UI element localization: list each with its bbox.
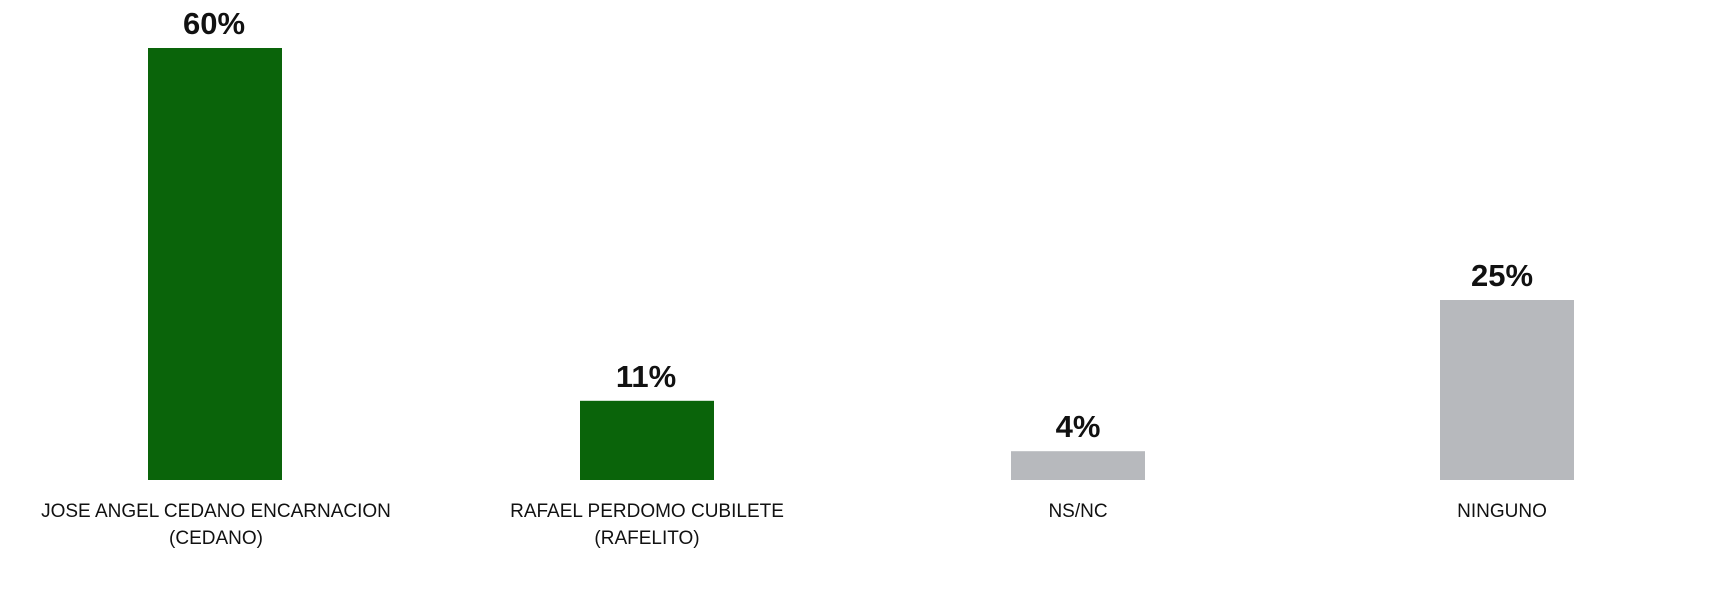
category-label-4-line-1: NINGUNO bbox=[1457, 501, 1547, 522]
category-label-1-line-1: JOSE ANGEL CEDANO ENCARNACION bbox=[41, 501, 391, 522]
value-label-3: 4% bbox=[1056, 409, 1101, 444]
bar-3 bbox=[1011, 451, 1145, 480]
bar-2 bbox=[580, 400, 714, 480]
value-label-4: 25% bbox=[1471, 258, 1533, 293]
value-label-2: 11% bbox=[616, 359, 676, 394]
bar-4 bbox=[1440, 300, 1574, 480]
bar-1 bbox=[148, 48, 282, 480]
category-label-1-line-2: (CEDANO) bbox=[169, 528, 263, 549]
category-labels-group: JOSE ANGEL CEDANO ENCARNACION (CEDANO) RAF… bbox=[41, 501, 1547, 549]
value-labels-group: 60% 11% 4% 25% bbox=[183, 6, 1533, 444]
value-label-1: 60% bbox=[183, 6, 245, 41]
category-label-3-line-1: NS/NC bbox=[1048, 501, 1107, 522]
bars-group bbox=[148, 48, 1574, 480]
category-label-2-line-1: RAFAEL PERDOMO CUBILETE bbox=[510, 501, 784, 522]
category-label-2-line-2: (RAFELITO) bbox=[594, 528, 699, 549]
